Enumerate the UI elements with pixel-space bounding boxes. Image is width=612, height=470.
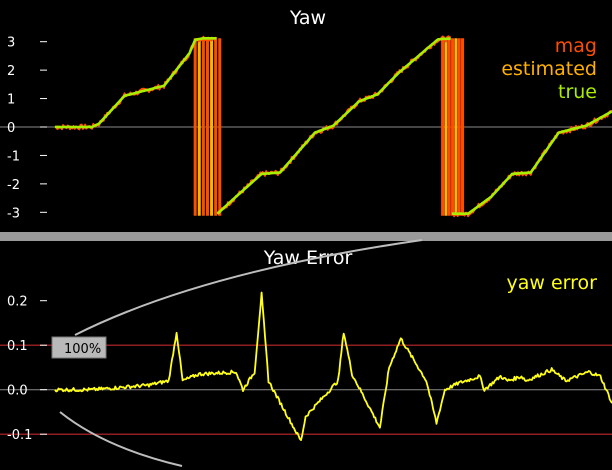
legend-yaw-error: yaw error [507,272,598,294]
yaw-tick-label: 0 [7,121,15,136]
yaw-y-ticks: 3 2 1 0 -1 -2 -3 [7,36,47,221]
yaw-error-series [54,291,612,441]
yaw-panel-background [0,0,612,232]
yaw-tick-label: 3 [7,36,15,51]
yaw-series-true [54,37,612,215]
zoom-label: 100% [64,342,101,357]
yaw-title: Yaw [289,7,326,29]
zoom-arc-upper [74,239,423,336]
zoom-label-box[interactable] [51,336,107,359]
zoom-arc-lower [59,411,183,467]
legend-estimated: estimated [501,58,597,80]
yaw-series [54,35,612,218]
legend-true: true [558,81,597,103]
yaw-tick-label: -1 [7,149,20,164]
panel-divider[interactable] [0,232,612,241]
yaw-tick-label: 2 [7,64,15,79]
yaw-error-title: Yaw Error [263,247,353,269]
yaw-tick-label: 1 [7,93,15,108]
zoom-overlay[interactable]: 100% [51,239,423,467]
yaw-tick-label: -2 [7,178,20,193]
yaw-error-legend: yaw error [507,272,598,294]
yaw-wrap-bands [193,38,465,216]
yaw-error-series-yaw-error [54,291,612,441]
yaw-error-y-ticks: 0.2 0.1 0.0 -0.1 [7,295,47,443]
yaw-error-tick-label: 0.1 [7,339,28,354]
yaw-error-tick-label: 0.2 [7,295,28,310]
yaw-tick-label: -3 [7,206,20,221]
legend-mag: mag [555,35,597,57]
yaw-error-tick-label: -0.1 [7,428,32,443]
yaw-error-tick-label: 0.0 [7,384,28,399]
